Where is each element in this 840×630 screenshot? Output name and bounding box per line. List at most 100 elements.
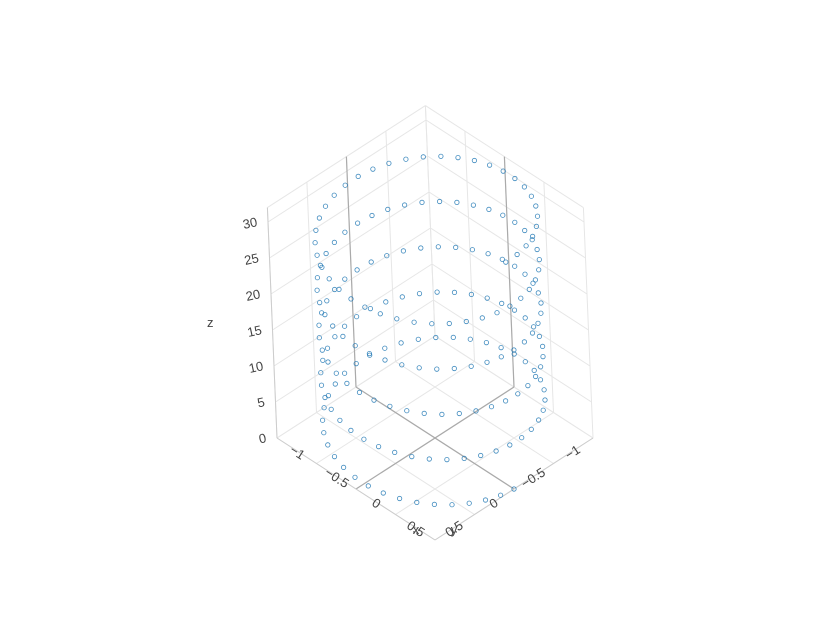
- data-point: [323, 250, 329, 257]
- data-point: [471, 157, 477, 164]
- data-point: [525, 382, 531, 389]
- data-point: [484, 295, 490, 301]
- data-point: [479, 315, 485, 321]
- z-tick-label: 10: [247, 358, 264, 376]
- data-point: [319, 264, 325, 270]
- data-point: [324, 298, 330, 304]
- data-point: [415, 336, 421, 342]
- data-points: [312, 153, 548, 508]
- data-point: [354, 267, 360, 273]
- data-point: [451, 289, 458, 295]
- data-point: [536, 333, 543, 339]
- data-point: [438, 153, 444, 159]
- data-point: [314, 287, 320, 293]
- data-point: [418, 245, 424, 251]
- data-point: [325, 359, 331, 365]
- data-point: [366, 350, 372, 357]
- data-point: [317, 299, 323, 306]
- data-point: [318, 382, 325, 388]
- data-point: [535, 290, 541, 296]
- data-point: [316, 322, 322, 328]
- data-point: [367, 305, 373, 312]
- data-point: [384, 253, 390, 259]
- data-point: [342, 276, 348, 282]
- data-point: [499, 300, 505, 306]
- data-point: [526, 286, 532, 292]
- z-axis-line: [266, 207, 278, 439]
- data-point: [503, 259, 509, 265]
- data-point: [541, 387, 547, 393]
- data-point: [340, 333, 346, 339]
- data-point: [461, 455, 467, 461]
- data-point: [467, 336, 473, 342]
- data-point: [497, 492, 504, 498]
- data-point: [320, 357, 326, 363]
- data-point: [542, 397, 548, 403]
- data-point: [386, 160, 392, 166]
- data-point: [394, 316, 400, 322]
- data-point: [535, 320, 541, 326]
- data-point: [511, 347, 517, 353]
- data-point: [314, 275, 320, 281]
- data-point: [342, 182, 348, 188]
- wall-gridline-x: [582, 207, 594, 439]
- data-point: [371, 397, 377, 403]
- data-point: [416, 290, 423, 297]
- data-point: [435, 244, 441, 250]
- data-point: [322, 394, 328, 401]
- data-point: [404, 408, 410, 414]
- data-point: [342, 229, 348, 235]
- data-point: [426, 456, 432, 462]
- data-point: [532, 277, 539, 283]
- data-point: [500, 168, 506, 174]
- data-point: [332, 334, 338, 340]
- data-point: [332, 381, 338, 387]
- data-point: [325, 442, 331, 448]
- data-point: [356, 389, 363, 395]
- data-point: [532, 373, 539, 380]
- data-point: [529, 237, 535, 243]
- data-point: [523, 243, 529, 249]
- y-axis-line: [434, 437, 594, 541]
- data-point: [354, 220, 361, 226]
- data-point: [469, 247, 475, 253]
- data-point: [314, 252, 320, 258]
- data-point: [421, 410, 427, 416]
- data-point: [353, 314, 360, 320]
- data-point: [382, 357, 388, 363]
- data-point: [502, 398, 509, 404]
- data-point: [337, 417, 343, 423]
- data-point: [529, 330, 536, 336]
- data-point: [511, 307, 518, 313]
- data-point: [507, 442, 513, 448]
- data-point: [353, 360, 359, 367]
- data-point: [468, 363, 474, 369]
- data-point: [319, 417, 326, 423]
- data-point: [484, 359, 490, 365]
- data-point: [534, 246, 540, 253]
- data-point: [521, 339, 528, 345]
- data-point: [493, 448, 499, 454]
- data-point: [436, 198, 443, 205]
- data-point: [483, 339, 489, 346]
- z-tick-label: 30: [241, 214, 258, 232]
- y-axis-title: y: [451, 522, 458, 537]
- data-point: [534, 213, 541, 219]
- x-axis-title: x: [413, 522, 420, 537]
- data-point: [512, 219, 518, 225]
- data-point: [507, 303, 513, 309]
- data-point: [352, 343, 358, 349]
- data-point: [531, 367, 537, 373]
- data-point: [468, 291, 474, 297]
- data-point: [341, 323, 348, 329]
- data-point: [361, 436, 367, 442]
- data-point: [416, 365, 422, 371]
- data-point: [429, 321, 435, 327]
- data-point: [331, 453, 338, 460]
- data-point: [538, 310, 544, 316]
- data-point: [414, 499, 420, 505]
- data-point: [324, 345, 331, 351]
- data-point: [519, 435, 525, 441]
